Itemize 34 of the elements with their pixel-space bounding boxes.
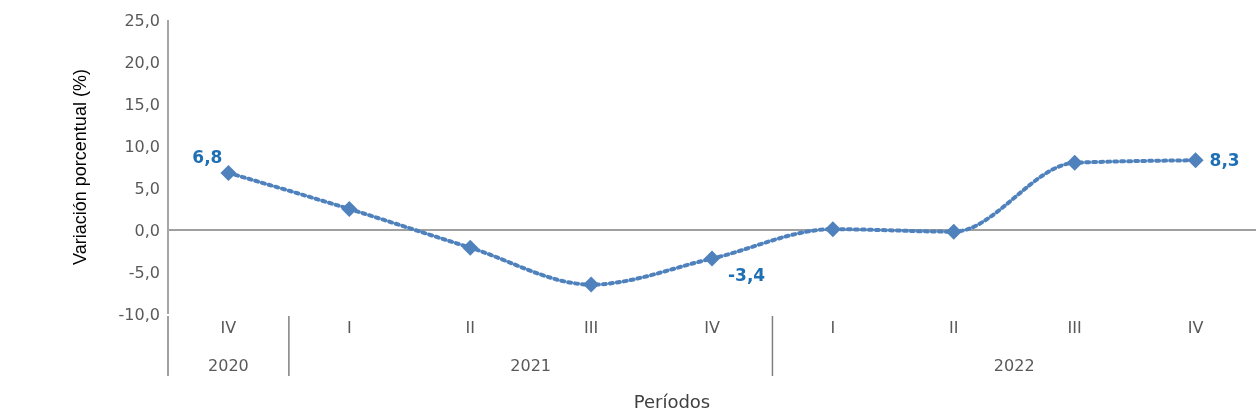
x-tick-label: IV: [704, 318, 720, 338]
y-tick-label: 15,0: [124, 94, 160, 114]
point: [220, 164, 237, 181]
point: [583, 276, 600, 293]
y-tick-label: -5,0: [128, 262, 160, 282]
x-tick-label: I: [346, 318, 352, 338]
point: [945, 223, 962, 240]
y-tick-label: -10,0: [118, 304, 160, 324]
x-tick-label: II: [465, 318, 475, 338]
data-label: 6,8: [192, 146, 223, 167]
y-tick-label: 5,0: [134, 178, 160, 198]
x-axis-title: Períodos: [633, 391, 711, 412]
y-axis-title: Variación porcentual (%): [70, 69, 91, 265]
x-tick-label: I: [830, 318, 836, 338]
y-tick-label: 20,0: [124, 52, 160, 72]
text: 2021: [510, 356, 552, 375]
x-tick-label: IV: [1187, 318, 1204, 338]
x-tick-label: III: [1067, 318, 1082, 338]
data-label: -3,4: [728, 264, 766, 285]
text: 2020: [208, 356, 249, 375]
data-label: 8,3: [1209, 150, 1240, 171]
point: [462, 239, 479, 256]
x-tick-label: III: [584, 318, 599, 338]
text: 2022: [993, 356, 1035, 375]
y-tick-label: 25,0: [124, 10, 160, 30]
y-tick-label: 10,0: [124, 136, 160, 156]
y-tick-label: 0,0: [134, 220, 160, 240]
point: [824, 221, 841, 238]
point: [1066, 154, 1083, 171]
x-tick-label: IV: [220, 318, 237, 338]
point: [704, 250, 720, 267]
x-tick-label: II: [949, 318, 959, 338]
point: [341, 201, 358, 217]
point: [1187, 152, 1204, 169]
